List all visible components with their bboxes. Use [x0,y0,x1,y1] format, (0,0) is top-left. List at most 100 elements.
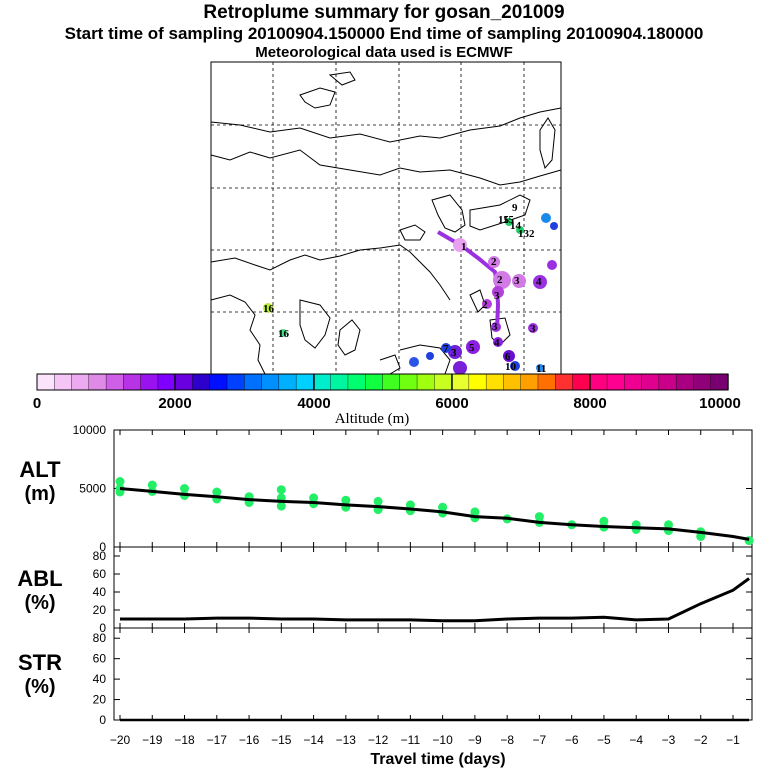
plume-marker [512,274,526,288]
met-data-note: Meteorological data used is ECMWF [255,44,513,61]
day-label: 10 [505,361,517,373]
colorbar-cell [54,373,73,391]
plume-marker [409,357,419,367]
plume-marker [510,361,520,371]
colorbar-cell [451,373,470,391]
colorbar-cell [606,373,626,391]
colorbar-cell [105,373,125,391]
alt-point [373,496,383,506]
alt-panel: 10000 5000 0 ALT (m) [19,423,754,554]
colorbar-cell [88,373,107,391]
x-tick-label: −13 [336,733,357,747]
x-tick-label: −8 [500,733,514,747]
y-tick-label: 80 [93,549,107,563]
plume-marker [516,226,524,234]
colorbar-cell [572,373,591,391]
plume-trajectory [263,213,558,375]
day-label: 15 [503,214,515,226]
alt-point [276,501,286,511]
day-label: 7 [443,343,449,355]
x-tick-label: −4 [629,733,643,747]
y-tick-label: 40 [93,585,107,599]
alt-point [405,500,415,510]
abl-panel: 80 60 40 20 0 ABL (%) [17,546,753,635]
day-label: 2 [491,256,497,268]
colorbar-cell [71,373,90,391]
colorbar-cell [434,373,453,391]
map-gridlines [211,62,561,374]
plume-marker [533,275,547,289]
y-tick-label: 10000 [73,423,107,437]
colorbar-cell [157,373,176,391]
alt-point [534,512,544,522]
y-tick-label: 80 [93,631,107,645]
colorbar-cell [123,373,142,391]
colorbar-cell [140,373,159,391]
day-label: 3 [492,321,498,333]
plume-marker [493,271,511,289]
x-tick-labels: −20 −19 −18 −17 −16 −15 −14 −13 −12 −11 −10 −9 −8 −7 −… [110,733,740,747]
chart-title: Retroplume summary for gosan_201009 [203,2,565,23]
x-tick-label: −19 [142,733,163,747]
plume-marker [466,340,480,354]
alt-point [115,477,125,486]
colorbar-cells [36,373,729,391]
plume-marker [441,343,451,353]
colorbar-cell [313,373,332,391]
alt-point [276,485,286,495]
sampling-time: Start time of sampling 20100904.150000 E… [64,24,704,43]
day-label: 6 [505,351,511,363]
x-tick-label: −1 [726,733,740,747]
day-label: 3 [514,275,520,287]
plume-marker [505,218,513,226]
y-tick-label: 60 [93,652,107,666]
day-label: 1 [461,241,467,253]
plume-marker [492,286,504,298]
day-label: 14 [510,220,522,232]
alt-xticks [119,430,734,547]
colorbar-tick-labels: 0 2000 4000 6000 8000 10000 [33,395,741,412]
map-day-labels: 9 15 14 132 1 2 2 3 3 4 2 3 3 4 5 3 6 7 … [263,202,546,375]
plume-marker [453,361,467,375]
colorbar-tick-label: 0 [33,395,41,412]
day-label: 4 [536,276,542,288]
colorbar-cell [624,373,643,391]
colorbar-cell [365,373,384,391]
colorbar-cell [468,373,487,391]
colorbar-tick-label: 10000 [699,395,741,412]
colorbar-cell [693,373,712,391]
y-tick-label: 5000 [79,482,106,496]
x-tick-label: −10 [432,733,453,747]
colorbar-cell [555,373,574,391]
x-tick-label: −5 [597,733,611,747]
y-tick-label: 0 [99,621,106,635]
abl-xticks [119,547,734,628]
colorbar-tick-label: 8000 [573,395,606,412]
colorbar-cell [520,373,539,391]
alt-point [470,507,480,517]
colorbar-major-ticks [174,374,591,390]
colorbar-cell [503,373,522,391]
day-label: 3 [494,290,500,302]
plume-marker [491,322,501,332]
x-tick-label: −20 [110,733,131,747]
colorbar-cell [192,373,211,391]
day-label: 132 [518,228,535,240]
colorbar-tick-label: 4000 [297,395,330,412]
abl-yticks: 80 60 40 20 0 [93,549,752,635]
x-tick-label: −2 [694,733,708,747]
y-tick-label: 60 [93,567,107,581]
colorbar-cell [589,373,608,391]
alt-point [664,520,673,530]
plume-marker [493,337,503,347]
plume-marker [453,238,467,252]
x-tick-label: −12 [368,733,389,747]
alt-point [341,495,351,505]
alt-point [147,480,157,490]
day-label: 5 [469,342,475,354]
y-tick-label: 40 [93,672,107,686]
plume-marker [482,299,492,309]
colorbar-tick-label: 2000 [158,395,191,412]
colorbar-cell [226,373,245,391]
